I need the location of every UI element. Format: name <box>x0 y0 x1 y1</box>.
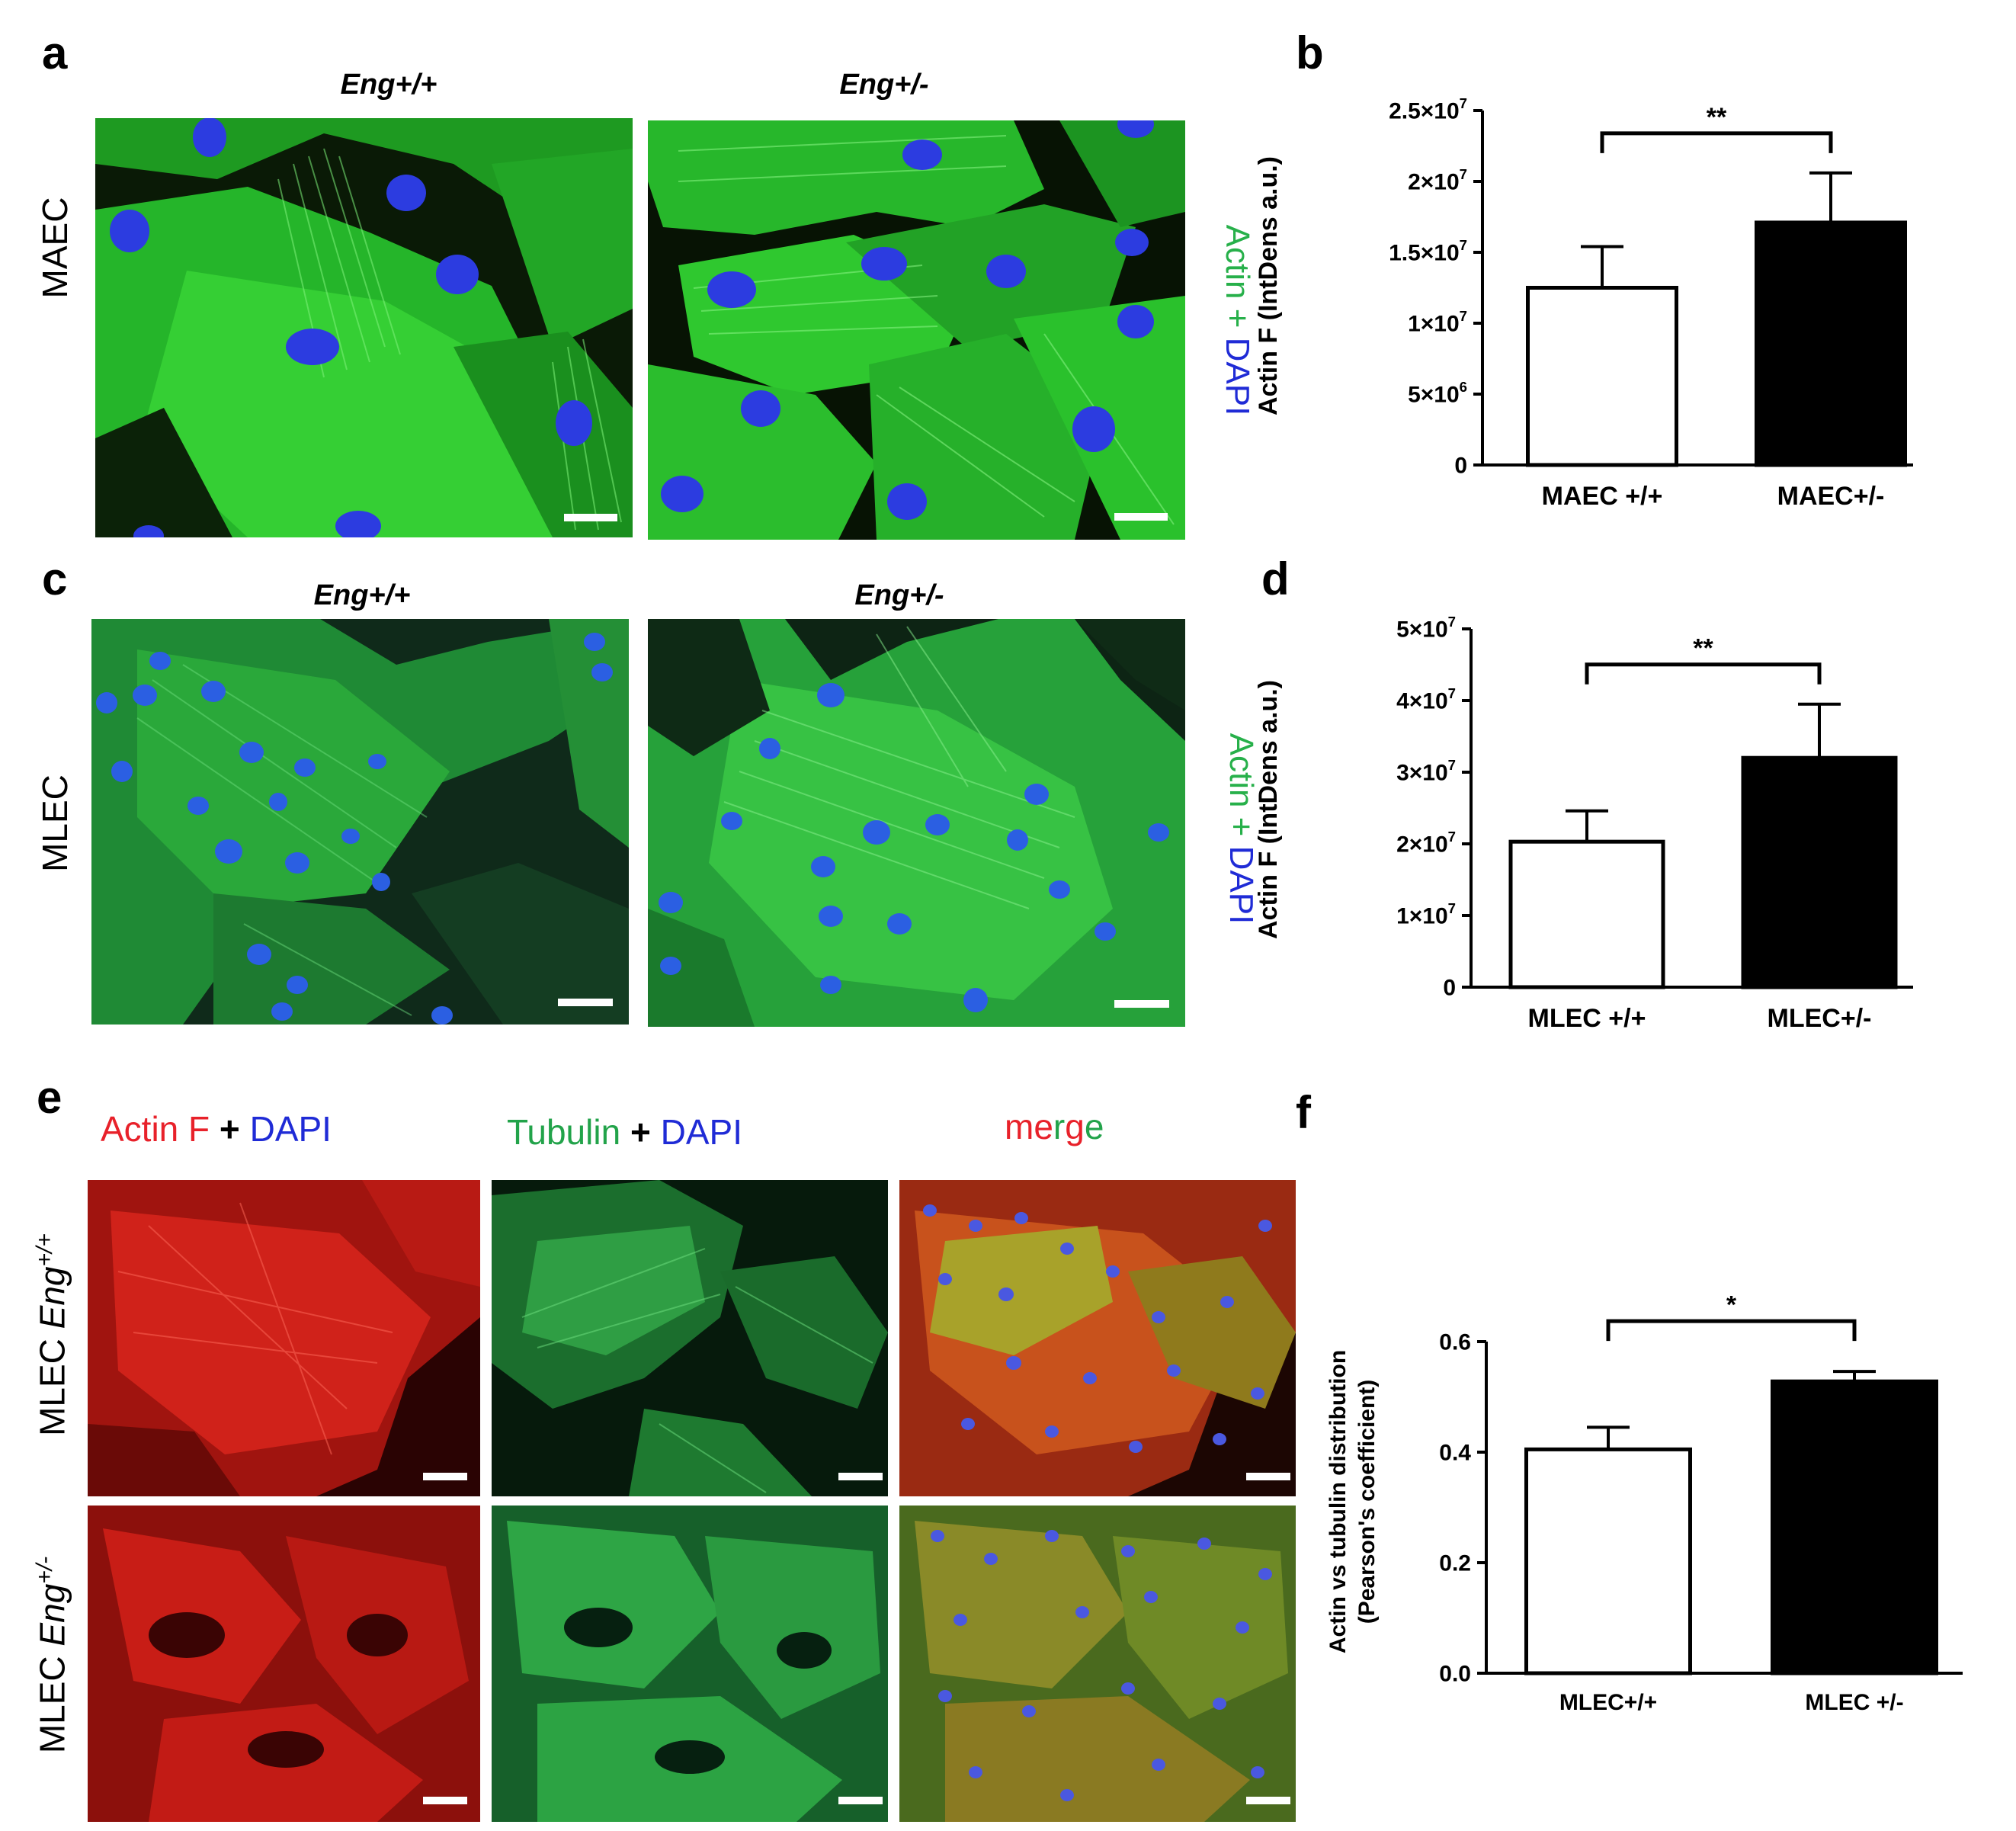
micrograph-maec-wt <box>95 118 633 537</box>
chart-d: 0 1×107 2×107 3×107 4×107 5×107 MLEC +/+ MLEC+/… <box>1242 610 2005 1052</box>
col-title-het: Eng+/- <box>839 69 929 101</box>
y-tick-label: 4×107 <box>1396 685 1456 714</box>
y-tick-label: 0.6 <box>1439 1330 1471 1355</box>
bar <box>1508 839 1665 989</box>
x-tick-label: MLEC+/+ <box>1559 1690 1657 1715</box>
y-tick-label: 0 <box>1454 454 1467 479</box>
legend-merge: merge <box>1005 1107 1104 1146</box>
panel-letter-f: f <box>1296 1087 1311 1138</box>
y-tick-label: 0.4 <box>1439 1441 1471 1466</box>
significance-bracket <box>1600 131 1833 153</box>
micrograph-actin-wt <box>88 1180 480 1496</box>
y-tick-label: 0.2 <box>1439 1551 1471 1576</box>
legend-actin-dapi: Actin F + DAPI <box>101 1109 332 1149</box>
bar <box>1755 220 1907 467</box>
micrograph-maec-het <box>648 120 1185 540</box>
x-tick-label: MAEC+/- <box>1777 482 1885 511</box>
y-tick-label: 2×107 <box>1396 829 1456 858</box>
significance-bracket <box>1585 662 1822 685</box>
panel-letter-a: a <box>42 27 68 79</box>
y-tick-label: 0.0 <box>1439 1662 1471 1687</box>
bar <box>1524 1447 1692 1675</box>
significance-label: ** <box>1693 634 1713 663</box>
y-tick-label: 1.5×107 <box>1389 237 1467 266</box>
panel-letter-c: c <box>42 553 68 604</box>
y-tick-label: 1×107 <box>1396 900 1456 929</box>
significance-label: ** <box>1707 103 1727 132</box>
col-title-wt: Eng+/+ <box>340 69 437 101</box>
micrograph-merge-het <box>899 1506 1296 1822</box>
y-tick-label: 1×107 <box>1408 308 1467 337</box>
micrograph-tubulin-het <box>492 1506 888 1822</box>
x-tick-label: MLEC+/- <box>1768 1004 1872 1033</box>
micrograph-merge-wt <box>899 1180 1296 1496</box>
micrograph-actin-het <box>88 1506 480 1822</box>
y-axis-label-2: (Pearson's coefficient) <box>1354 1380 1380 1624</box>
y-tick-label: 2.5×107 <box>1389 95 1467 124</box>
y-tick-label: 5×107 <box>1396 614 1456 643</box>
panel-letter-d: d <box>1261 553 1290 604</box>
row-label-mlec-het: MLEC Eng+/- <box>32 1556 72 1754</box>
legend-tubulin-dapi: Tubulin + DAPI <box>507 1112 742 1152</box>
panel-letter-e: e <box>37 1072 62 1123</box>
row-label-mlec: MLEC <box>35 774 75 872</box>
y-tick-label: 0 <box>1443 976 1456 1001</box>
micrograph-mlec-wt <box>91 619 629 1025</box>
significance-label: * <box>1726 1296 1737 1320</box>
y-axis-label: Actin F (IntDens a.u.) <box>1254 156 1283 415</box>
chart-b: 0 5×106 1×107 1.5×107 2×107 2.5×107 MAEC +/+ MA… <box>1242 84 2005 526</box>
x-tick-label: MLEC +/- <box>1805 1690 1903 1715</box>
col-title-wt-c: Eng+/+ <box>313 579 411 611</box>
x-tick-label: MAEC +/+ <box>1542 482 1663 511</box>
y-tick-label: 5×106 <box>1408 379 1467 408</box>
y-axis-label: Actin vs tubulin distribution <box>1325 1350 1351 1653</box>
y-axis-label: Actin F (IntDens a.u.) <box>1254 680 1283 939</box>
y-tick-label: 3×107 <box>1396 757 1456 786</box>
micrograph-mlec-het <box>648 619 1185 1027</box>
col-title-het-c: Eng+/- <box>854 579 944 611</box>
x-tick-label: MLEC +/+ <box>1528 1004 1646 1033</box>
bar <box>1771 1379 1938 1675</box>
y-tick-label: 2×107 <box>1408 166 1467 195</box>
bar <box>1526 286 1678 467</box>
row-label-mlec-wt: MLEC Eng+/+ <box>32 1233 72 1436</box>
micrograph-tubulin-wt <box>492 1180 888 1496</box>
bar <box>1741 755 1898 989</box>
significance-bracket <box>1606 1319 1857 1342</box>
row-label-maec: MAEC <box>35 197 75 299</box>
chart-f: 0.0 0.2 0.4 0.6 MLEC+/+ MLEC +/- * Actin vs tub… <box>1311 1296 2012 1738</box>
panel-letter-b: b <box>1296 27 1324 79</box>
